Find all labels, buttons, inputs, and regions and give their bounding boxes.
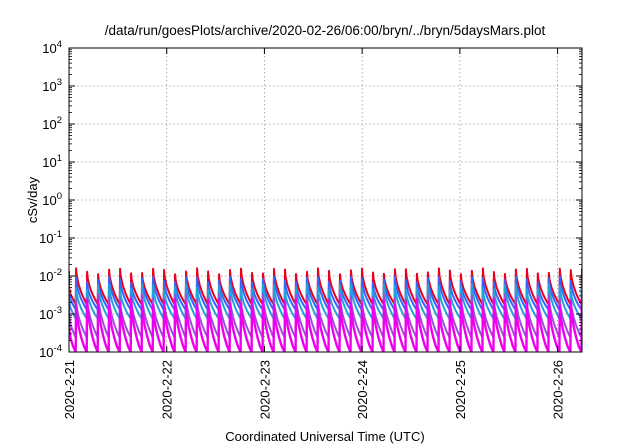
y-tick-label: 102: [42, 115, 62, 132]
y-tick-label: 10-2: [39, 267, 62, 284]
y-tick-base: 10: [39, 269, 53, 284]
series-group: [69, 267, 582, 352]
x-tick-label: 2020-2-23: [257, 360, 272, 419]
y-tick-base: 10: [42, 79, 56, 94]
y-tick-exponent: -4: [54, 343, 62, 354]
y-tick-label: 100: [42, 191, 62, 208]
y-tick-base: 10: [39, 345, 53, 360]
y-tick-label: 101: [42, 153, 62, 170]
y-tick-exponent: 4: [57, 39, 62, 50]
y-tick-exponent: 1: [57, 153, 62, 164]
x-tick-label: 2020-2-25: [453, 360, 468, 419]
x-tick-label: 2020-2-21: [62, 360, 77, 419]
y-tick-label: 103: [42, 77, 62, 94]
x-tick-label: 2020-2-22: [160, 360, 175, 419]
x-tick-label: 2020-2-26: [551, 360, 566, 419]
y-tick-base: 10: [42, 155, 56, 170]
y-tick-label: 10-3: [39, 305, 62, 322]
y-tick-exponent: 2: [57, 115, 62, 126]
y-tick-exponent: -3: [54, 305, 62, 316]
series-line-5: [69, 297, 582, 352]
y-tick-base: 10: [39, 307, 53, 322]
x-tick-label: 2020-2-24: [355, 360, 370, 419]
y-tick-base: 10: [42, 193, 56, 208]
y-tick-exponent: -2: [54, 267, 62, 278]
chart-title: /data/run/goesPlots/archive/2020-02-26/0…: [105, 23, 546, 38]
y-tick-exponent: 0: [57, 191, 62, 202]
y-axis-label: cSv/day: [25, 176, 40, 223]
y-tick-exponent: 3: [57, 77, 62, 88]
y-tick-base: 10: [42, 41, 56, 56]
y-tick-label: 10-4: [39, 343, 62, 360]
x-axis-ticks: 2020-2-21 2020-2-22 2020-2-23 2020-2-24 2020…: [62, 48, 566, 419]
y-tick-label: 104: [42, 39, 62, 56]
y-tick-base: 10: [42, 117, 56, 132]
y-tick-label: 10-1: [39, 229, 62, 246]
x-axis-label: Coordinated Universal Time (UTC): [225, 429, 424, 444]
y-tick-exponent: -1: [54, 229, 62, 240]
y-tick-base: 10: [39, 231, 53, 246]
